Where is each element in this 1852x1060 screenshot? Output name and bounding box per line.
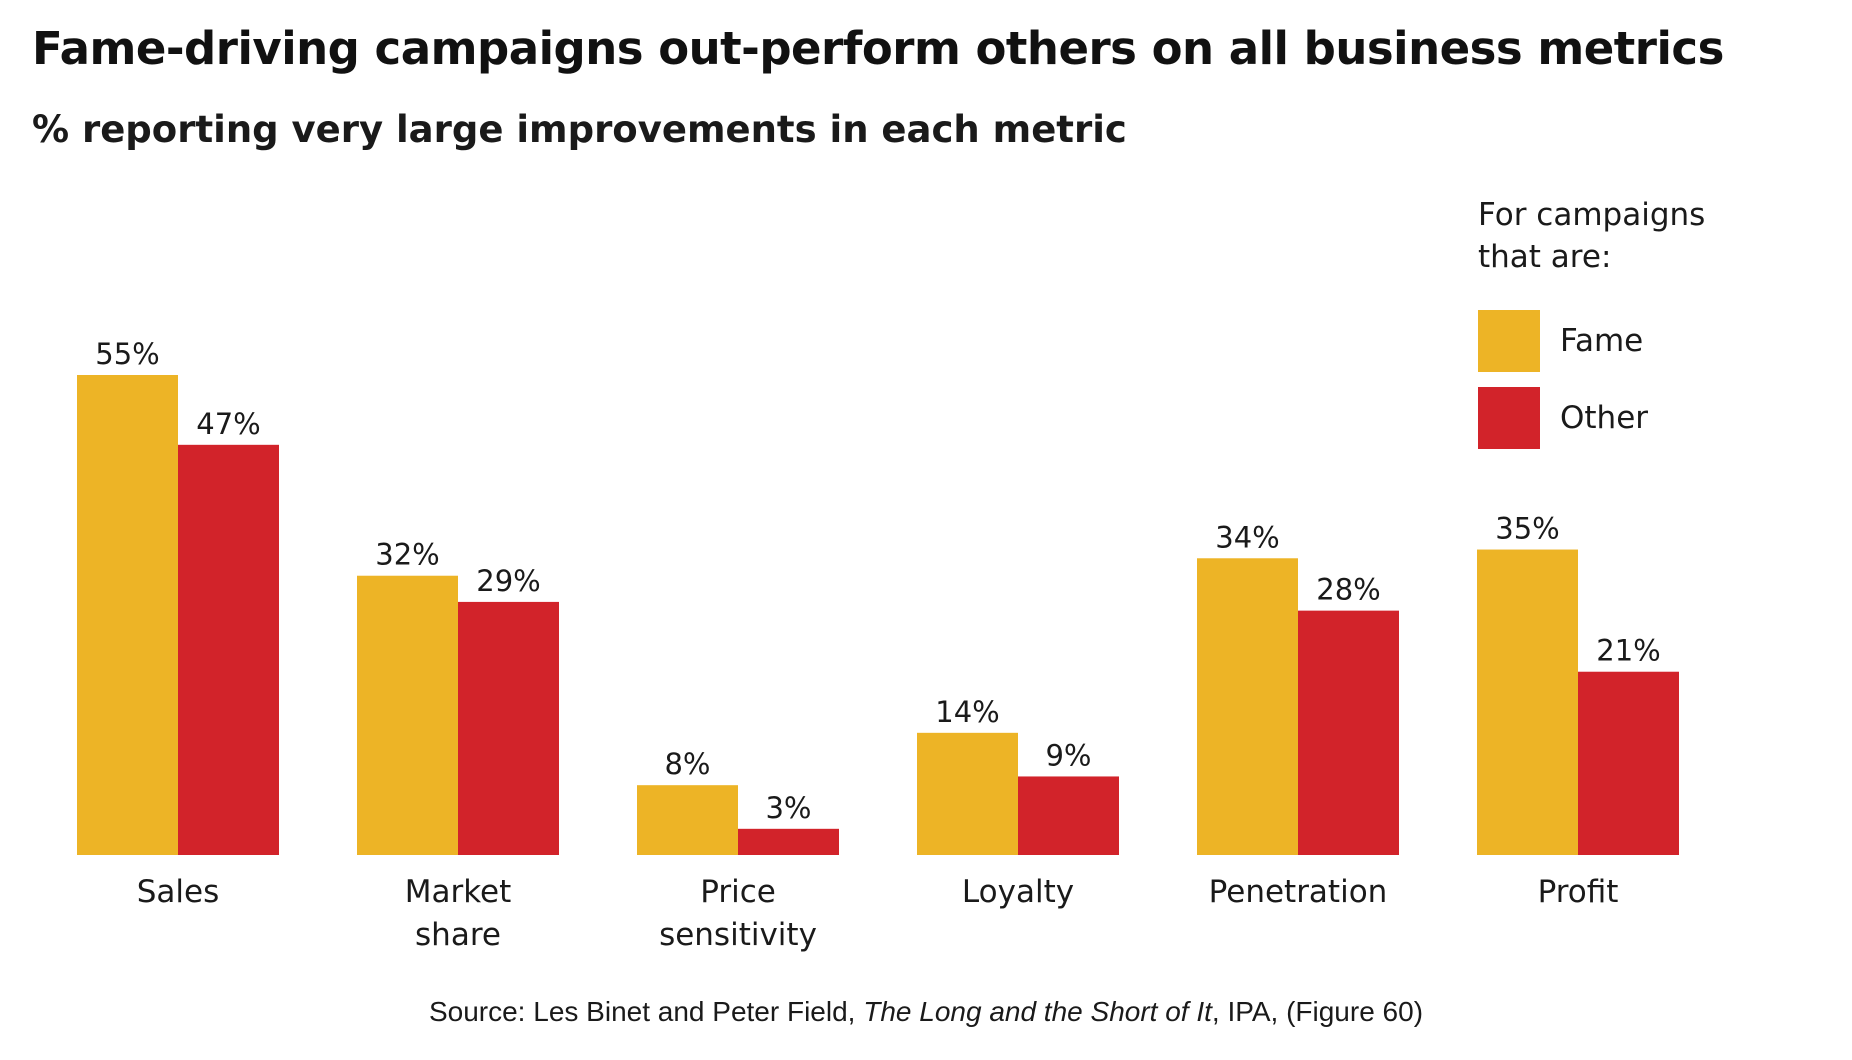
bar-fame-market-share — [357, 575, 458, 855]
source-suffix: , IPA, (Figure 60) — [1211, 996, 1424, 1027]
category-label-line: share — [415, 917, 501, 953]
data-label-fame-price-sensitivity: 8% — [664, 747, 710, 781]
bar-other-price-sensitivity — [738, 828, 839, 855]
legend-label-other: Other — [1560, 400, 1649, 436]
category-label-penetration: Penetration — [1209, 874, 1388, 910]
category-label-line: Loyalty — [962, 874, 1074, 910]
data-label-fame-loyalty: 14% — [935, 695, 999, 729]
category-label-sales: Sales — [137, 874, 220, 910]
data-label-other-profit: 21% — [1596, 634, 1660, 668]
legend-item-fame: Fame — [1478, 310, 1643, 372]
bar-other-penetration — [1298, 610, 1399, 855]
category-label-loyalty: Loyalty — [962, 874, 1074, 910]
legend-title: For campaigns that are: — [1478, 194, 1738, 278]
data-label-fame-market-share: 32% — [375, 538, 439, 572]
category-label-market-share: Market share — [405, 874, 512, 953]
category-label-line: sensitivity — [659, 917, 817, 953]
bar-fame-price-sensitivity — [637, 785, 738, 855]
legend-swatch-fame — [1478, 310, 1540, 372]
category-label-line: Market — [405, 874, 512, 910]
bar-fame-profit — [1477, 549, 1578, 855]
bar-other-profit — [1578, 671, 1679, 855]
chart-title: Fame-driving campaigns out-perform other… — [32, 22, 1724, 75]
category-label-line: Profit — [1538, 874, 1619, 910]
legend-swatch-other — [1478, 387, 1540, 449]
bar-fame-sales — [77, 375, 178, 855]
data-label-other-sales: 47% — [196, 407, 260, 441]
legend-label-fame: Fame — [1560, 323, 1644, 359]
bar-fame-penetration — [1197, 558, 1298, 855]
data-label-other-penetration: 28% — [1316, 573, 1380, 607]
category-label-line: Price — [700, 874, 776, 910]
data-label-other-loyalty: 9% — [1045, 738, 1091, 772]
data-label-other-market-share: 29% — [476, 564, 540, 598]
legend-title-line-2: that are: — [1478, 239, 1612, 275]
source-prefix: Source: Les Binet and Peter Field, — [428, 996, 864, 1027]
category-label-line: Penetration — [1209, 874, 1388, 910]
data-label-other-price-sensitivity: 3% — [765, 791, 811, 825]
bar-other-market-share — [458, 601, 559, 855]
category-label-profit: Profit — [1538, 874, 1619, 910]
bar-other-sales — [178, 444, 279, 855]
bar-other-loyalty — [1018, 776, 1119, 855]
data-label-fame-sales: 55% — [95, 337, 159, 371]
legend-item-other: Other — [1478, 387, 1648, 449]
data-label-fame-profit: 35% — [1495, 512, 1559, 546]
category-label-line: Sales — [137, 874, 220, 910]
chart-subtitle: % reporting very large improvements in e… — [32, 108, 1127, 151]
data-label-fame-penetration: 34% — [1215, 520, 1279, 554]
source-note: Source: Les Binet and Peter Field, The L… — [0, 996, 1852, 1028]
legend-title-line-1: For campaigns — [1478, 197, 1706, 233]
source-book-title: The Long and the Short of It — [863, 996, 1212, 1027]
bar-fame-loyalty — [917, 732, 1018, 855]
category-label-price-sensitivity: Price sensitivity — [659, 874, 817, 953]
